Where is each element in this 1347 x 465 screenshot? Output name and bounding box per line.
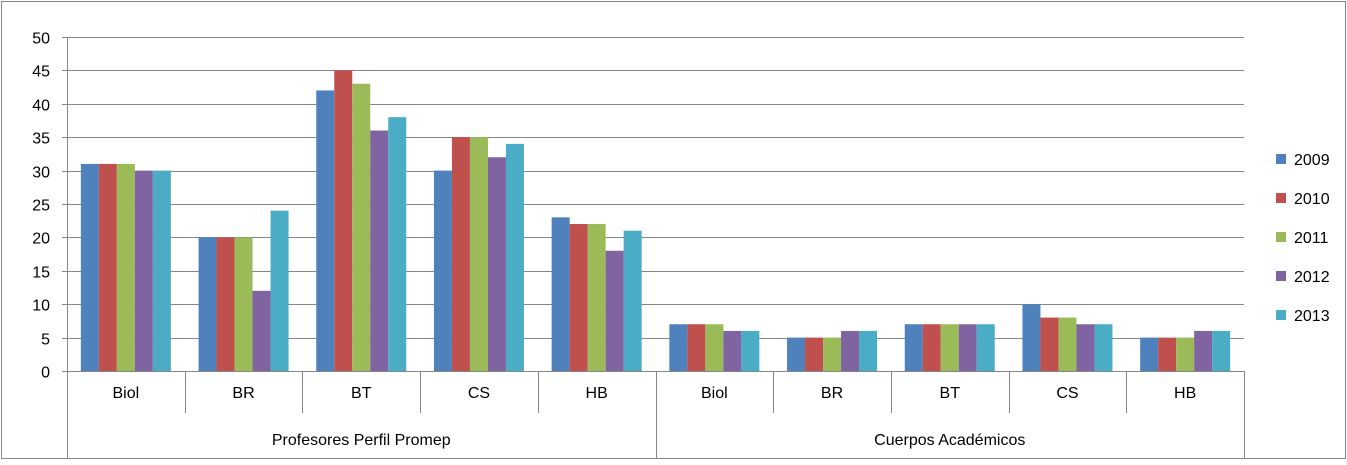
category-label: BR	[821, 385, 843, 402]
category-label: CS	[1056, 385, 1078, 402]
bar-2010-4	[451, 137, 470, 371]
legend-label: 2010	[1294, 191, 1330, 208]
bar-2012-4	[487, 157, 506, 371]
bar-2010-2	[216, 237, 235, 371]
category-label: BT	[351, 385, 372, 402]
bar-2013-9	[1094, 324, 1113, 371]
bar-2011-2	[234, 237, 253, 371]
bar-2011-6	[705, 324, 724, 371]
bar-2013-10	[1212, 330, 1231, 371]
bar-2013-4	[505, 143, 524, 371]
category-label: Biol	[701, 385, 728, 402]
bar-2009-6	[669, 324, 688, 371]
legend-swatch-2013	[1276, 310, 1286, 320]
bar-2009-2	[198, 237, 217, 371]
bar-2011-3	[352, 83, 371, 371]
bar-2013-3	[388, 117, 407, 371]
bar-2011-9	[1058, 317, 1077, 371]
legend-label: 2013	[1294, 308, 1330, 325]
category-label: Biol	[113, 385, 140, 402]
bar-2011-10	[1176, 337, 1195, 371]
bar-2009-7	[787, 337, 806, 371]
y-tick-label: 20	[32, 231, 50, 248]
bar-2013-8	[976, 324, 995, 371]
legend-label: 2012	[1294, 269, 1330, 286]
bar-2012-6	[723, 330, 742, 371]
bar-2012-9	[1076, 324, 1095, 371]
x-axis: Biol BR BT CS HB Biol BR BT CS HB Profesores Perfi…	[67, 371, 1245, 459]
category-label: CS	[468, 385, 490, 402]
group-label: Profesores Perfil Promep	[272, 432, 451, 449]
bar-2012-7	[841, 330, 860, 371]
bar-2009-8	[904, 324, 923, 371]
bar-2012-8	[958, 324, 977, 371]
bar-2013-1	[152, 170, 171, 371]
bar-2010-6	[687, 324, 706, 371]
y-tick-label: 15	[32, 265, 50, 282]
bar-2010-7	[805, 337, 824, 371]
bar-2010-9	[1040, 317, 1059, 371]
y-tick-label: 45	[32, 64, 50, 81]
y-tick-label: 25	[32, 198, 50, 215]
bar-2013-2	[270, 210, 289, 371]
bar-2013-6	[741, 330, 760, 371]
bar-2011-5	[587, 224, 606, 371]
legend-swatch-2011	[1276, 232, 1286, 242]
bar-2012-10	[1194, 330, 1213, 371]
bar-2012-3	[370, 130, 389, 371]
bar-2011-1	[116, 163, 135, 371]
y-tick-label: 10	[32, 298, 50, 315]
y-tick-label: 0	[41, 365, 50, 382]
legend-label: 2011	[1294, 230, 1329, 247]
category-label: BR	[232, 385, 254, 402]
bar-2009-9	[1022, 304, 1041, 371]
legend-swatch-2012	[1276, 271, 1286, 281]
y-tick-label: 40	[32, 98, 50, 115]
category-label: HB	[586, 385, 608, 402]
bar-2010-10	[1158, 337, 1177, 371]
bar-2013-5	[623, 230, 642, 371]
legend-label: 2009	[1294, 152, 1330, 169]
bar-2011-4	[469, 137, 488, 371]
y-tick-label: 50	[32, 31, 50, 48]
bar-2009-3	[316, 90, 335, 371]
bar-2009-1	[80, 163, 99, 371]
bar-2009-4	[433, 170, 452, 371]
legend-swatch-2010	[1276, 193, 1286, 203]
bar-2009-10	[1140, 337, 1159, 371]
legend-swatch-2009	[1276, 154, 1286, 164]
legend: 2009 2010 2011 2012 2013	[1276, 152, 1330, 325]
category-label: BT	[940, 385, 961, 402]
bar-2012-1	[134, 170, 153, 371]
bar-2011-8	[940, 324, 959, 371]
y-axis: 0 5 10 15 20 25 30 35 40 45 50	[32, 31, 68, 382]
bar-2010-8	[922, 324, 941, 371]
bar-2010-1	[98, 163, 117, 371]
category-label: HB	[1174, 385, 1196, 402]
bar-2012-2	[252, 290, 271, 371]
bar-2009-5	[551, 217, 570, 371]
y-tick-label: 35	[32, 131, 50, 148]
bar-2012-5	[605, 250, 624, 371]
bar-2010-5	[569, 224, 588, 371]
bar-2013-7	[859, 330, 878, 371]
bar-2010-3	[334, 70, 353, 372]
bars	[80, 70, 1231, 372]
group-label: Cuerpos Académicos	[874, 432, 1025, 449]
bar-2011-7	[823, 337, 842, 371]
y-tick-label: 30	[32, 165, 50, 182]
y-tick-label: 5	[41, 332, 50, 349]
